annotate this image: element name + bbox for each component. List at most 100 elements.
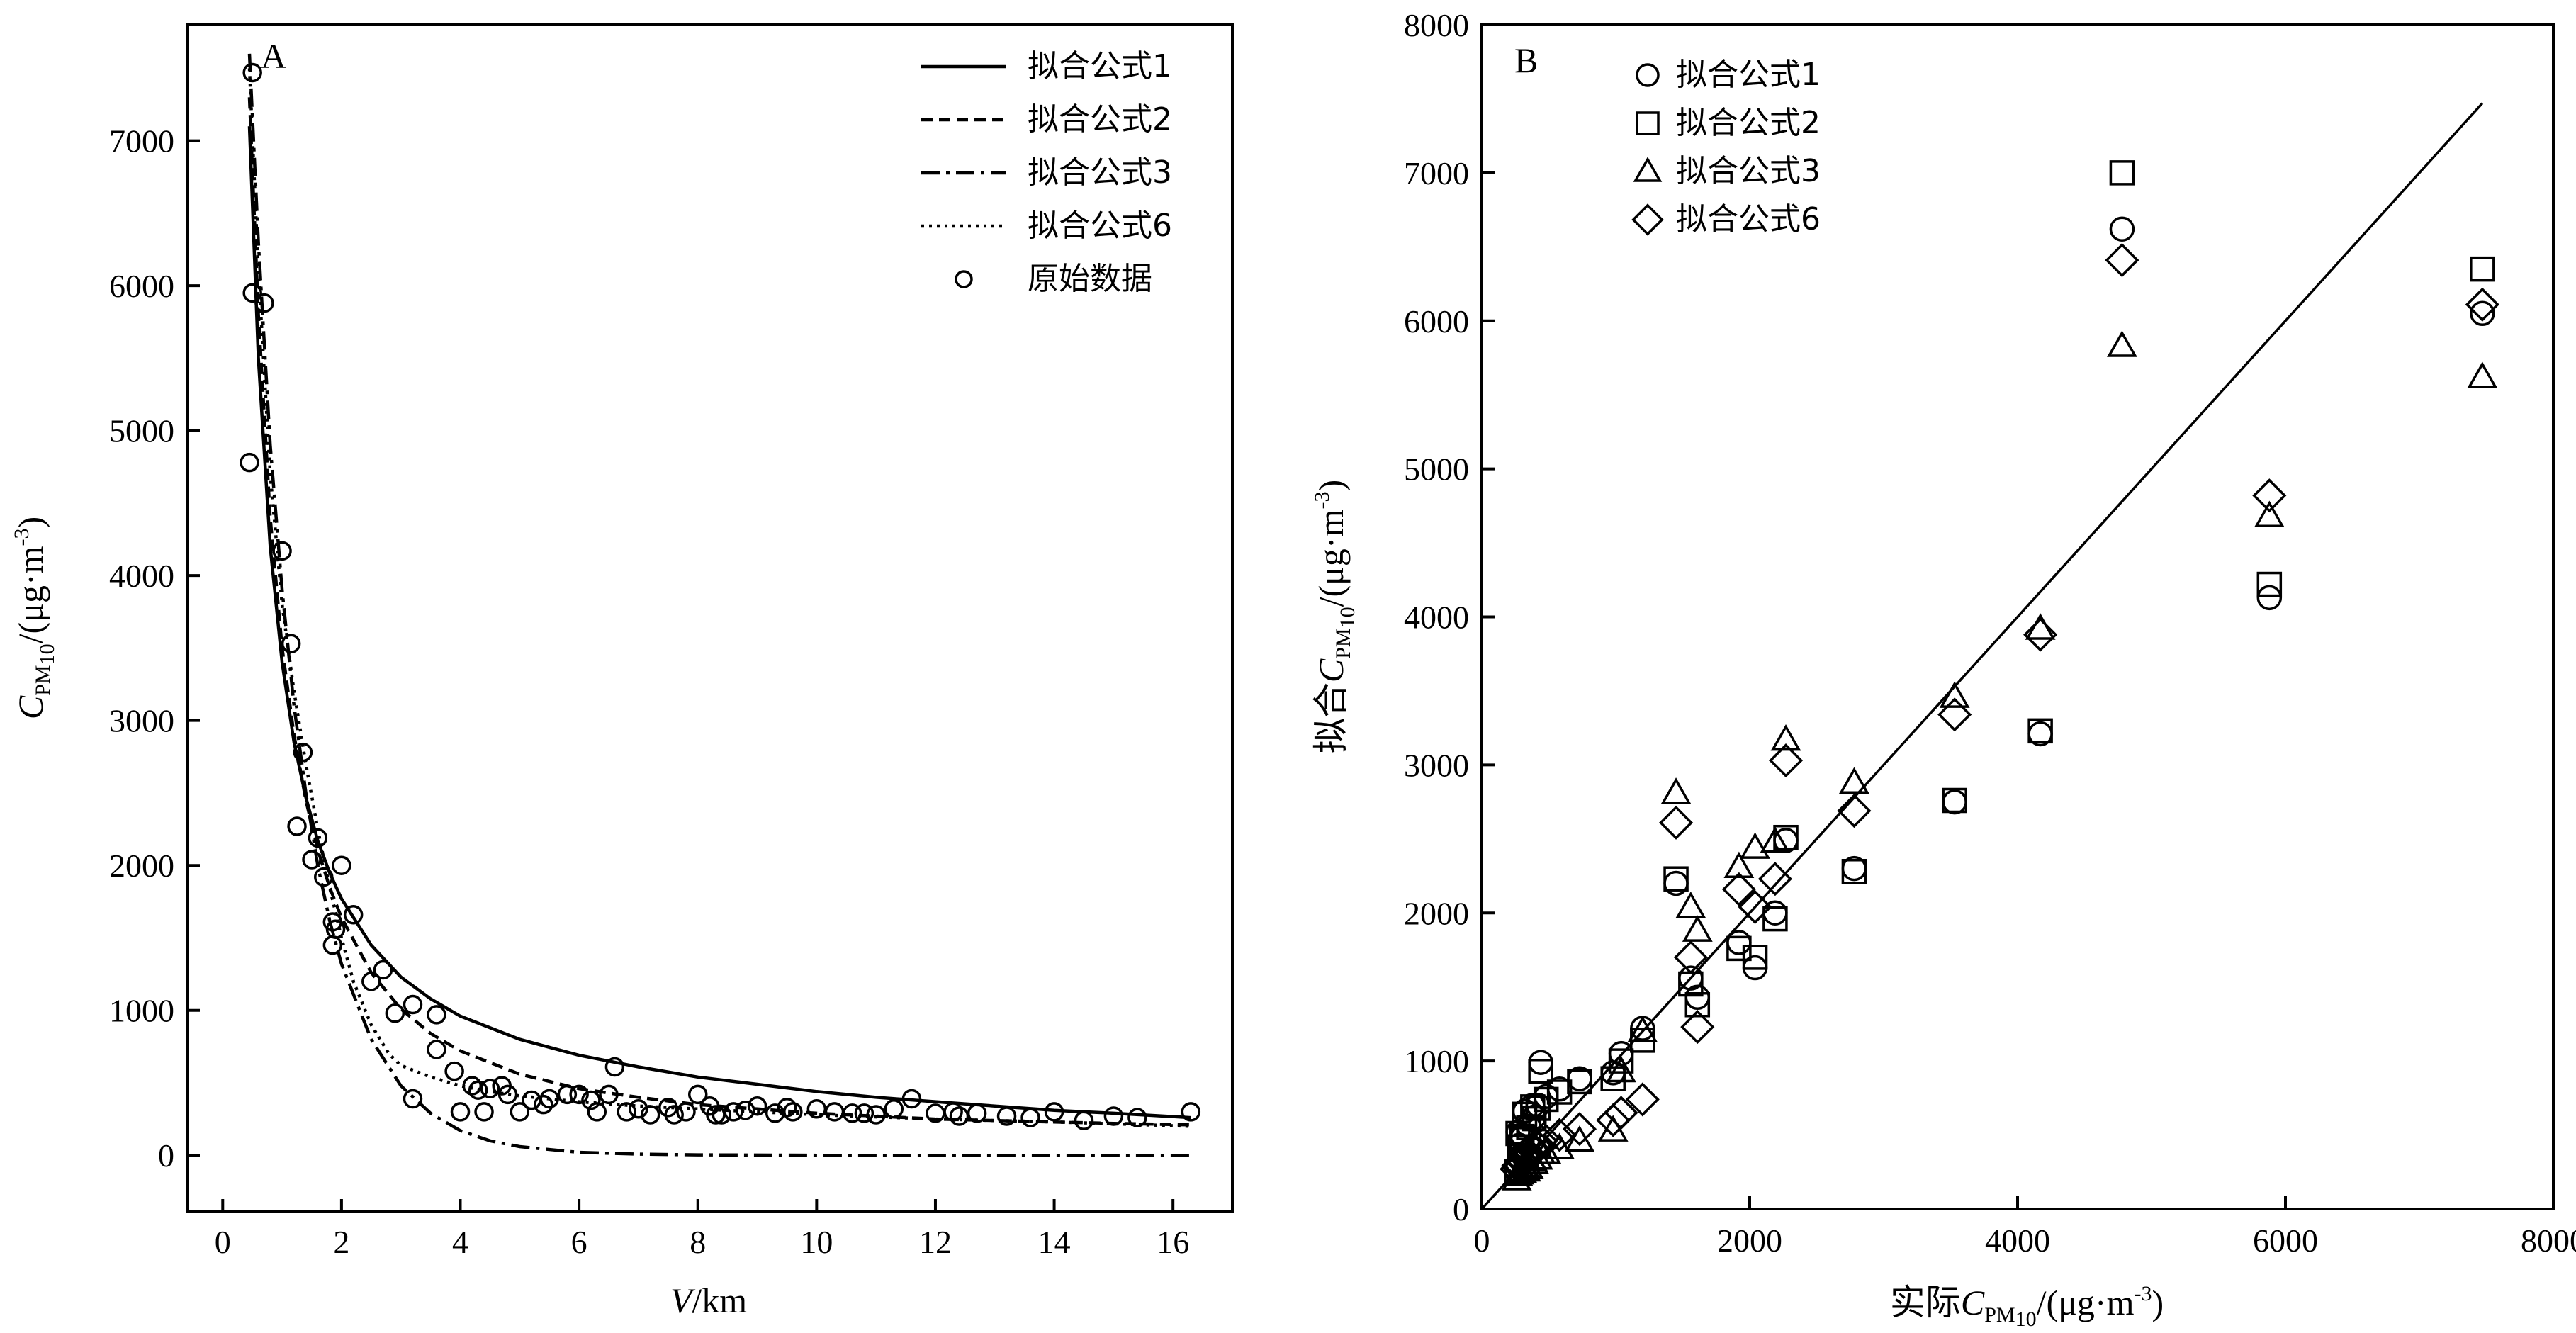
panel-b-points — [1500, 160, 2499, 1191]
panel-a-y-tick-label: 2000 — [109, 848, 174, 884]
panel-a-x-tick-label: 16 — [1157, 1224, 1189, 1260]
panel-b-point-square — [1663, 866, 1689, 892]
panel-a-y-axis-title: CPM10/(μg·m-3) — [10, 517, 59, 719]
panel-b-point-square — [1742, 945, 1768, 970]
panel-a-fit-curve — [247, 53, 1191, 1157]
panel-b-y-tick-label: 5000 — [1404, 451, 1469, 488]
panel-b-point-square — [2109, 160, 2135, 186]
panel-a-raw-data-point — [842, 1103, 862, 1123]
panel-a-raw-data-point — [581, 1090, 601, 1110]
panel-a-raw-data-point — [403, 994, 423, 1015]
panel-b-point-square — [1678, 971, 1704, 997]
panel-a-raw-data-point — [617, 1102, 636, 1122]
panel-b-legend: 拟合公式1 拟合公式2 拟合公式3 拟合公式6 — [1631, 57, 1821, 237]
panel-b-legend-label: 拟合公式1 — [1676, 57, 1821, 93]
panel-a-y-tick-label: 6000 — [109, 268, 174, 304]
panel-a-raw-data-point — [332, 855, 351, 875]
panel-b-point-diamond — [1500, 1152, 1534, 1186]
panel-b-point-triangle — [1723, 851, 1755, 879]
panel-a-raw-data-point — [747, 1096, 767, 1116]
panel-a-x-tick-label: 2 — [333, 1224, 349, 1260]
panel-a-raw-data-point — [901, 1089, 922, 1109]
panel-a-ticks: 0 2 4 6 8 10 12 14 16 0 1000 2000 3000 4000 5000 6000 70… — [109, 123, 1189, 1260]
panel-b-point-triangle — [1760, 826, 1791, 853]
panel-a-raw-data-point — [539, 1089, 559, 1109]
panel-b-x-axis-unit: /(μg·m — [2037, 1283, 2135, 1322]
panel-a-legend-label: 拟合公式3 — [1028, 154, 1172, 191]
panel-a-legend-marker — [955, 270, 973, 288]
panel-b-point-diamond — [1768, 743, 1804, 778]
panel-a-raw-data-point — [724, 1102, 743, 1122]
panel-a-raw-data-point — [783, 1102, 803, 1122]
panel-a-legend-label: 拟合公式2 — [1028, 101, 1172, 137]
panel-a-raw-data-point — [468, 1080, 488, 1100]
panel-a-raw-data-point — [604, 1057, 625, 1077]
panel-b-chart: 0 2000 4000 6000 8000 0 1000 2000 3000 4000 5000 60… — [1310, 7, 2576, 1331]
panel-b-point-diamond — [2252, 478, 2287, 513]
panel-a-raw-data-point — [996, 1106, 1017, 1126]
panel-a-raw-data-point — [373, 960, 393, 980]
panel-b-y-axis-sup: -3 — [1310, 492, 1334, 510]
panel-a-raw-data-point — [599, 1084, 619, 1105]
panel-b-legend-marker — [1636, 111, 1660, 135]
panel-b-point-circle — [2470, 300, 2495, 327]
panel-b-point-triangle — [2467, 361, 2498, 388]
panel-b-label: B — [1514, 40, 1538, 80]
panel-b-x-tick-label: 8000 — [2521, 1222, 2576, 1259]
panel-a-raw-data-point — [569, 1084, 589, 1105]
panel-a-y-axis-symbol: C — [11, 695, 50, 719]
panel-a-y-tick-label: 0 — [158, 1137, 174, 1174]
panel-b-point-square — [1608, 1048, 1634, 1074]
panel-b-x-axis-symbol: C — [1961, 1283, 1985, 1322]
panel-b-point-diamond — [1680, 1010, 1715, 1045]
panel-a-raw-data-point — [308, 828, 328, 848]
panel-b-point-circle — [2109, 216, 2135, 242]
panel-b-point-diamond — [2465, 287, 2499, 322]
panel-b-y-axis-title: 拟合CPM10/(μg·m-3) — [1310, 480, 1359, 753]
panel-a-raw-data-point — [587, 1102, 607, 1122]
panel-a-raw-data-point — [557, 1084, 578, 1105]
panel-b-point-diamond — [1524, 1123, 1558, 1158]
panel-a-raw-data-point — [242, 62, 262, 83]
panel-a-raw-data-point — [322, 935, 343, 955]
panel-a-raw-data-point — [510, 1102, 530, 1122]
panel-b-point-diamond — [1757, 862, 1792, 896]
panel-b-point-triangle — [1675, 891, 1706, 918]
panel-a-raw-data-point — [629, 1099, 648, 1119]
panel-b-point-circle — [1726, 930, 1752, 955]
panel-b-x-axis-sup: -3 — [2134, 1282, 2152, 1305]
panel-a-x-tick-label: 0 — [215, 1224, 231, 1260]
panel-b-x-axis-close: ) — [2152, 1283, 2164, 1322]
panel-b-point-triangle — [1606, 1055, 1636, 1083]
panel-b-x-axis-title: 实际CPM10/(μg·m-3) — [1890, 1282, 2164, 1331]
panel-a-raw-data-point — [302, 850, 322, 870]
panel-b-point-square — [1512, 1101, 1538, 1127]
panel-a-raw-data-point — [664, 1105, 684, 1125]
panel-b-point-diamond — [1721, 872, 1756, 906]
panel-a-raw-data-point — [1074, 1110, 1094, 1130]
panel-b-x-axis-subsub: 10 — [2015, 1307, 2037, 1331]
panel-b-y-axis-unit: /(μg·m — [1311, 509, 1351, 607]
panel-b-y-axis-symbol: C — [1311, 658, 1351, 682]
panel-a-raw-data-point — [287, 816, 307, 836]
panel-b-point-square — [1546, 1079, 1573, 1105]
panel-a-chart: 0 2 4 6 8 10 12 14 16 0 1000 2000 3000 4000 5000 6000 70… — [10, 23, 1234, 1320]
panel-b-point-diamond — [2105, 243, 2139, 278]
panel-a-x-tick-label: 8 — [690, 1224, 706, 1260]
panel-b-x-tick-label: 6000 — [2253, 1222, 2318, 1259]
panel-b-legend-marker — [1633, 157, 1663, 182]
panel-a-raw-data-point — [712, 1105, 732, 1125]
panel-a-raw-data-point — [1127, 1108, 1147, 1127]
panel-a-raw-data-point — [854, 1103, 874, 1123]
panel-b-point-diamond — [2023, 617, 2058, 652]
panel-b-reference-line — [1480, 102, 2484, 1210]
panel-b-point-square — [2256, 571, 2283, 597]
panel-a-x-tick-label: 4 — [452, 1224, 468, 1260]
panel-b-point-diamond — [1673, 940, 1708, 974]
panel-b-point-triangle — [1740, 832, 1770, 859]
panel-b-point-circle — [1528, 1050, 1553, 1075]
panel-b-point-square — [1942, 787, 1967, 814]
panel-a-raw-data-point — [497, 1084, 518, 1105]
panel-a-y-tick-label: 7000 — [109, 123, 174, 159]
